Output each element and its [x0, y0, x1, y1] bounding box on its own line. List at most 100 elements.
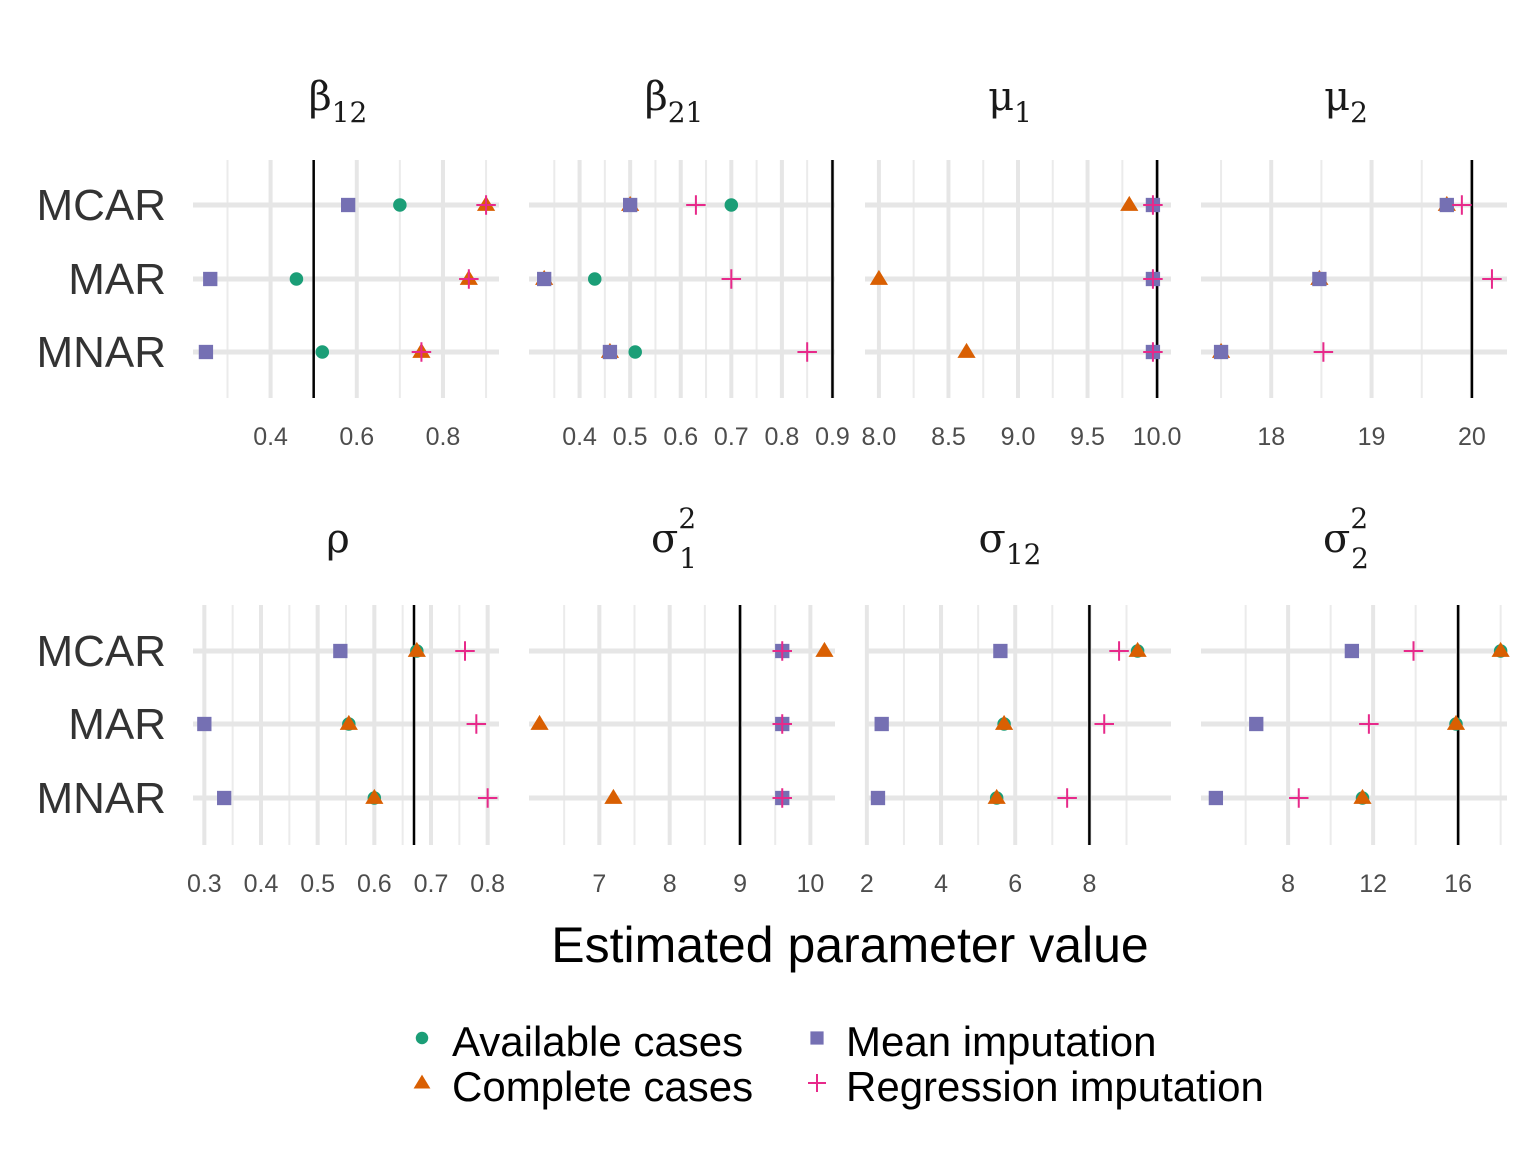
point-regression-mar — [1482, 269, 1502, 289]
x-tick-label: 0.5 — [613, 423, 648, 451]
point-mean-mnar — [1208, 790, 1224, 806]
panel-4: 18 19 20 μ2 — [1201, 74, 1507, 451]
x-tick-label: 0.4 — [562, 423, 597, 451]
point-available-mnar — [628, 345, 642, 359]
point-mean-mar — [1249, 716, 1264, 732]
point-regression-mar — [1094, 714, 1114, 734]
x-tick-label: 0.9 — [815, 423, 850, 451]
x-tick-label: 6 — [1008, 870, 1022, 898]
category-label-mnar: MNAR — [36, 328, 166, 377]
point-complete-mar — [339, 714, 358, 730]
point-regression-mnar — [1289, 788, 1309, 808]
point-regression-mnar — [772, 788, 792, 808]
point-mean-mcar — [993, 643, 1008, 659]
point-mean-mar — [197, 716, 212, 732]
point-complete-mnar — [365, 788, 384, 804]
point-available-mnar — [315, 345, 330, 359]
point-regression-mar — [459, 269, 479, 289]
x-tick-label: 0.6 — [663, 423, 698, 451]
x-tick-label: 8.5 — [931, 423, 966, 451]
point-complete-mcar — [1120, 195, 1139, 211]
panel-3: 8.0 8.5 9.0 9.5 10.0 μ1 — [862, 74, 1182, 451]
x-tick-label: 0.6 — [339, 423, 374, 451]
legend-item-complete: Complete cases — [413, 1063, 753, 1110]
point-mean-mcar — [623, 197, 638, 213]
point-mean-mcar — [333, 643, 348, 659]
legend-key-available — [415, 1031, 429, 1045]
point-available-mcar — [724, 198, 739, 212]
point-regression-mar — [772, 714, 792, 734]
x-tick-label: 8.0 — [862, 423, 897, 451]
point-complete-mnar — [987, 788, 1006, 804]
point-mean-mar — [1312, 271, 1327, 287]
legend-label: Regression imputation — [846, 1063, 1264, 1110]
x-tick-label: 2 — [860, 870, 874, 898]
x-tick-label: 0.3 — [187, 870, 222, 898]
panel-title: σ2 2 — [1323, 502, 1369, 575]
point-regression-mcar — [1143, 195, 1163, 215]
point-complete-mnar — [1353, 788, 1372, 804]
point-regression-mar — [1143, 269, 1163, 289]
panel-title: σ2 1 — [651, 502, 697, 575]
point-regression-mnar — [477, 788, 498, 808]
panel-6: 7 8 9 10 σ2 1 — [529, 502, 835, 898]
category-label-mcar: MCAR — [36, 181, 166, 230]
x-tick-label: 20 — [1458, 423, 1486, 451]
point-available-mcar — [393, 198, 407, 212]
panel-title: ρ — [326, 516, 350, 562]
point-regression-mcar — [476, 195, 496, 215]
x-tick-label: 16 — [1444, 870, 1472, 898]
x-tick-label: 0.6 — [357, 870, 392, 898]
x-tick-label: 4 — [934, 870, 948, 898]
panel-5: 0.3 0.4 0.5 0.6 0.7 0.8 ρ — [187, 516, 505, 898]
legend-key-mean — [810, 1031, 824, 1045]
category-label-mar: MAR — [68, 700, 166, 749]
panel-7: 2 4 6 8 σ12 — [860, 516, 1171, 898]
x-tick-label: 0.8 — [765, 423, 800, 451]
panel-8: 8 12 16 σ2 2 — [1201, 502, 1510, 898]
point-mean-mar — [537, 271, 552, 287]
x-tick-label: 9.0 — [1001, 423, 1036, 451]
x-tick-label: 9.5 — [1070, 423, 1105, 451]
point-regression-mcar — [1403, 641, 1424, 661]
point-mean-mar — [203, 271, 218, 287]
legend-label: Complete cases — [452, 1063, 753, 1110]
category-label-mar: MAR — [68, 255, 166, 304]
point-regression-mnar — [1057, 788, 1077, 808]
panel-2: 0.4 0.5 0.6 0.7 0.8 0.9 β21 — [529, 74, 850, 451]
point-mean-mnar — [217, 790, 232, 806]
x-tick-label: 9 — [733, 870, 747, 898]
x-tick-label: 7 — [592, 870, 606, 898]
panel-title: β12 — [309, 74, 368, 129]
x-tick-label: 0.8 — [426, 423, 461, 451]
point-complete-mcar — [1128, 641, 1147, 657]
legend-item-available: Available cases — [415, 1018, 743, 1065]
x-tick-label: 0.5 — [300, 870, 335, 898]
point-regression-mar — [466, 714, 487, 734]
legend-key-regression — [808, 1074, 826, 1092]
panels: MCAR MAR MNAR MCAR MAR MNAR 0.4 0.6 0.8 β12 0.4 0.5… — [36, 74, 1510, 898]
x-tick-label: 8 — [663, 870, 677, 898]
point-complete-mar — [869, 269, 889, 285]
x-tick-label: 19 — [1358, 423, 1386, 451]
category-label-mnar: MNAR — [36, 774, 166, 823]
point-regression-mnar — [1313, 342, 1334, 362]
x-tick-label: 0.7 — [414, 870, 449, 898]
x-tick-label: 12 — [1359, 870, 1387, 898]
legend-label: Mean imputation — [846, 1018, 1157, 1065]
point-available-mar — [587, 272, 602, 286]
panel-title: μ2 — [1324, 74, 1368, 129]
point-regression-mnar — [1143, 342, 1163, 362]
panel-1: 0.4 0.6 0.8 β12 — [193, 74, 499, 451]
x-tick-label: 10.0 — [1133, 423, 1182, 451]
point-complete-mar — [994, 714, 1014, 730]
point-regression-mcar — [1109, 641, 1129, 661]
point-mean-mnar — [870, 790, 886, 806]
point-regression-mcar — [686, 195, 706, 215]
x-tick-label: 18 — [1257, 423, 1285, 451]
x-tick-label: 0.4 — [253, 423, 288, 451]
point-complete-mnar — [957, 342, 976, 358]
panel-title: β21 — [645, 74, 704, 129]
